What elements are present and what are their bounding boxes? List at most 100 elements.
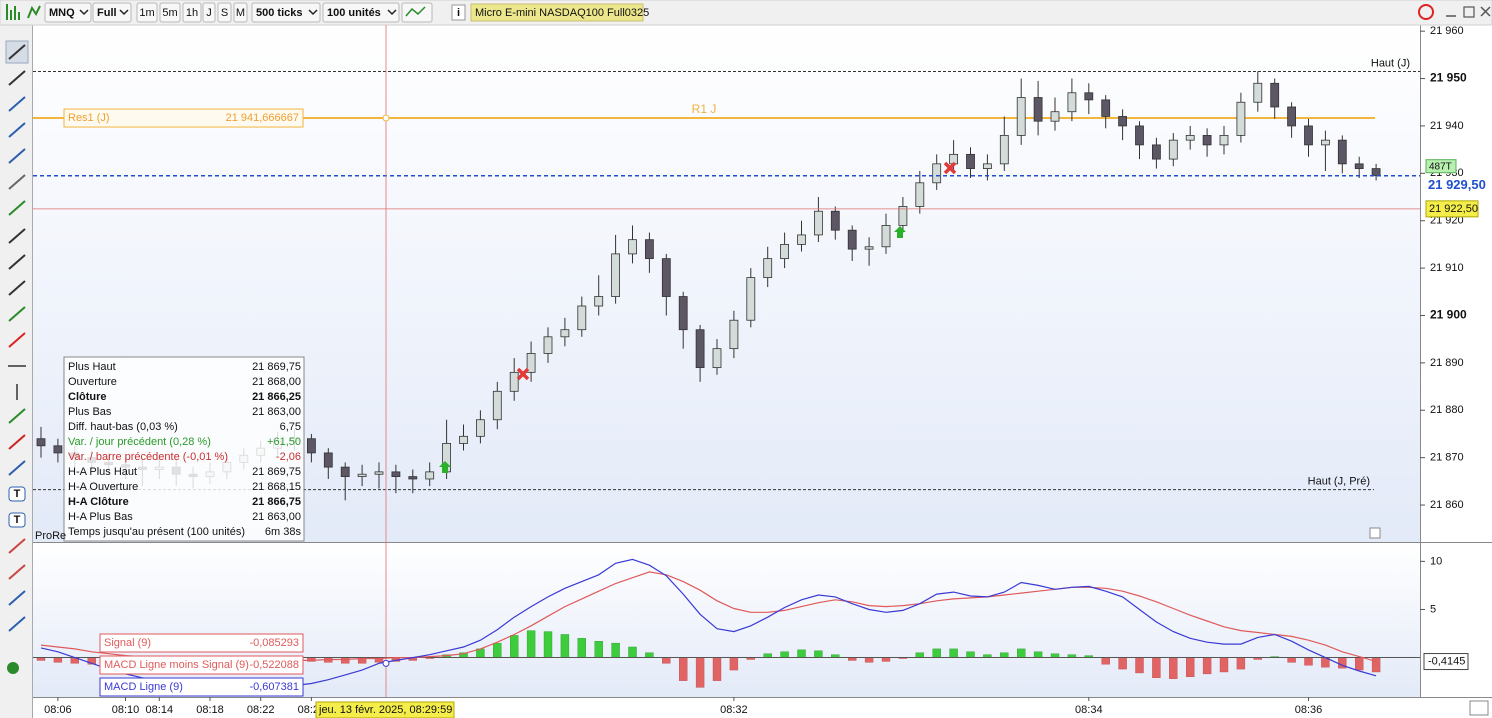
candle-body [966, 153, 975, 169]
ticks: 500 ticks [256, 7, 302, 19]
y-tick-label: 21 940 [1430, 120, 1464, 132]
candle-body [1371, 168, 1381, 177]
histogram-bar [966, 651, 975, 658]
close-button[interactable] [1480, 6, 1491, 17]
level-label: Haut (J) [1371, 57, 1410, 69]
info-label: Plus Haut [68, 361, 116, 373]
candle-body [36, 438, 46, 447]
instrument: Micro E-mini NASDAQ100 Full0325 [475, 7, 649, 19]
tool-icon [8, 70, 26, 86]
pivot-box [63, 108, 304, 128]
candle-body [53, 445, 63, 454]
crosshair-price-box [1425, 200, 1479, 218]
indicator-icon [27, 5, 41, 19]
sync-button[interactable] [1418, 4, 1434, 20]
maximize-button[interactable] [1463, 6, 1475, 18]
tool-icon [8, 332, 26, 348]
candle-body [983, 163, 992, 169]
legend-name: MACD Ligne moins Signal (9) [104, 659, 249, 671]
candle-body [628, 239, 637, 255]
pivot-value: 21 941,666667 [226, 112, 299, 124]
histogram-bar [577, 638, 586, 658]
histogram-bar [695, 657, 705, 688]
tool-icon [8, 96, 26, 112]
x-tick-label: 08:18 [196, 704, 224, 716]
info-button[interactable] [451, 4, 466, 21]
symbol-button[interactable] [44, 2, 92, 23]
candle-body [1236, 101, 1246, 136]
period-label: 5m [162, 7, 177, 19]
candle-body [1185, 135, 1195, 141]
candle-body [830, 210, 840, 231]
histogram-bar [628, 646, 637, 658]
histogram-bar [493, 642, 502, 658]
ticks-button[interactable] [251, 2, 321, 23]
candle-body [645, 239, 654, 260]
tool-icon [8, 616, 26, 632]
tool-icon [8, 408, 26, 424]
histogram-bar [1000, 652, 1009, 658]
crosshair-price: 21 922,50 [1429, 203, 1478, 215]
period-button[interactable] [217, 2, 232, 23]
volume-tag-box [1425, 159, 1457, 174]
info-value: 21 866,75 [252, 496, 301, 508]
view: Full [97, 7, 117, 19]
period-button[interactable] [159, 2, 181, 23]
histogram-bar [1101, 657, 1110, 665]
candle-body [475, 419, 485, 437]
info-label: Var. / barre précédente (-0,01 %) [68, 451, 228, 463]
histogram-bar [594, 641, 603, 658]
candle-body [1287, 106, 1296, 127]
histogram-bar [1304, 657, 1313, 666]
candle-body [1253, 82, 1263, 103]
ticks-arrow [308, 9, 318, 16]
candle-body [1304, 125, 1313, 146]
legend-value: -0,085293 [249, 637, 299, 649]
tool-icon [8, 538, 26, 554]
tool-icon [8, 512, 26, 528]
histogram-bar [1135, 657, 1144, 674]
period-button[interactable] [136, 2, 158, 23]
x-tick-label: 08:22 [247, 704, 275, 716]
candle-body [374, 471, 384, 475]
info-label: H-A Ouverture [68, 481, 138, 493]
x-tick-label: 08:14 [146, 704, 174, 716]
histogram-bar [662, 657, 671, 664]
candle-body [577, 305, 587, 331]
view-button[interactable] [92, 2, 132, 23]
candle-body [1321, 139, 1330, 146]
histogram-bar [864, 657, 874, 663]
panel-info-button[interactable] [1369, 527, 1381, 539]
candle-body [509, 371, 519, 392]
crosshair-dot [382, 114, 390, 122]
period-button[interactable] [233, 2, 248, 23]
corner-button[interactable] [1469, 700, 1489, 716]
histogram-bar [543, 631, 553, 658]
period-button[interactable] [202, 2, 216, 23]
top-toolbar [0, 0, 1492, 26]
candle-body [695, 329, 705, 369]
candle-body [678, 296, 688, 331]
info-value: 21 868,15 [252, 481, 301, 493]
candle-body [729, 319, 739, 350]
info-value: 21 869,75 [252, 361, 301, 373]
histogram-bar [611, 642, 620, 658]
info-value: 6m 38s [265, 526, 302, 538]
chart-type-button[interactable] [4, 4, 22, 21]
histogram-bar [560, 634, 570, 658]
histogram-bar [1287, 657, 1296, 663]
pivot-name: R1 J [692, 102, 717, 116]
units-button[interactable] [322, 2, 400, 23]
sell-signal [943, 161, 957, 175]
info-value: 21 863,00 [252, 406, 301, 418]
candle-body [847, 229, 857, 250]
info-icon: i [457, 7, 460, 19]
histogram-bar [526, 630, 536, 658]
candle-body [746, 277, 756, 321]
y-tick-label: 21 950 [1430, 71, 1467, 85]
histogram-bar [763, 653, 772, 658]
period-button[interactable] [182, 2, 202, 23]
histogram-bar [1050, 653, 1060, 658]
info-label: Plus Bas [68, 406, 112, 418]
